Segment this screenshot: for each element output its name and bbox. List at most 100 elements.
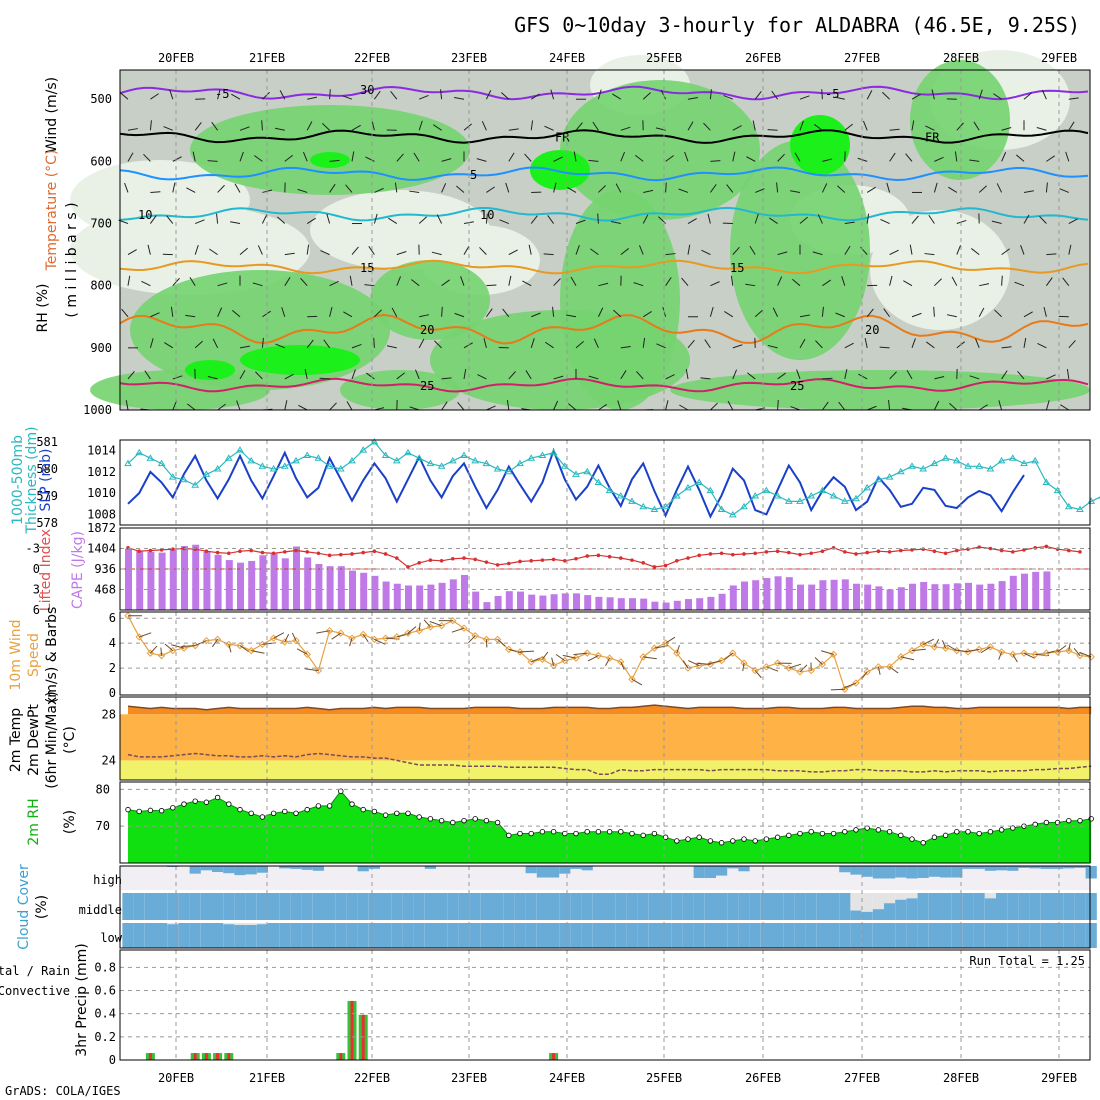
rh-shading-green — [670, 370, 1090, 410]
cloud-high-bar — [1007, 866, 1019, 871]
rh2m-point — [203, 799, 210, 805]
lifted-index-point — [675, 559, 679, 563]
cape-bar — [573, 593, 580, 610]
wind-barb — [257, 245, 263, 255]
cloud-middle-bar — [1040, 893, 1052, 920]
wind-barb — [1001, 346, 1012, 349]
cloud-middle-bar — [951, 893, 963, 920]
wind-barb — [665, 253, 676, 256]
lifted-index-point — [1044, 544, 1049, 549]
thickness-point — [336, 465, 345, 472]
cloud-low-bar — [996, 923, 1008, 948]
lifted-index-point — [787, 550, 791, 555]
cape-bar — [808, 584, 816, 610]
lifted-index-point — [630, 558, 634, 562]
wind-barb — [732, 246, 740, 255]
wind-barb — [1059, 188, 1069, 193]
rh-shading-light — [870, 210, 1010, 330]
wind-barb-10m — [742, 663, 745, 672]
wind-barb — [343, 311, 353, 318]
cloud-low-bar — [973, 923, 985, 948]
cloud-middle-bar — [760, 893, 772, 920]
thickness-point — [538, 451, 547, 458]
isotherm-label: 5 — [470, 168, 477, 182]
wind-barb — [441, 279, 450, 287]
cape-bar — [483, 602, 491, 610]
lifted-index-point — [820, 549, 825, 554]
cape-bar — [841, 579, 849, 610]
wind-barb — [329, 402, 337, 411]
wind-barb — [143, 153, 151, 162]
cape-bar — [651, 601, 659, 610]
cloud-middle-bg — [850, 893, 862, 920]
wind-barb — [704, 339, 711, 349]
cape-bar — [505, 591, 513, 610]
wind-barb — [681, 277, 689, 287]
wind-barb — [252, 282, 263, 287]
lifted-index-point — [697, 553, 701, 558]
p2-label-slp: SLP (mb) — [38, 448, 54, 511]
wind-barb — [1023, 190, 1034, 193]
wind-barb-10m — [941, 640, 947, 649]
cloud-low-bar — [1052, 923, 1064, 948]
cloud-low-bar — [637, 923, 649, 948]
cloud-middle-bar — [301, 893, 313, 920]
wind-barb — [486, 186, 495, 193]
wind-barb — [817, 214, 823, 224]
rh2m-point — [987, 829, 994, 835]
wind-barb-10m — [754, 670, 762, 679]
lifted-index-point — [921, 547, 925, 551]
thickness-point — [135, 448, 144, 456]
wind-barb — [1001, 275, 1003, 286]
cloud-low-bar — [480, 923, 492, 948]
cloud-high-bar — [368, 866, 380, 869]
cape-bar — [864, 584, 872, 610]
cloud-low-bar — [962, 923, 974, 948]
cloud-middle-bar — [402, 893, 414, 920]
thickness-point — [314, 454, 323, 461]
cloud-middle-bar — [223, 893, 235, 920]
wind-barb — [1023, 214, 1030, 224]
wind-barb — [463, 368, 467, 380]
wind-barb — [1068, 340, 1076, 349]
rh2m-point — [550, 829, 557, 835]
wind-barb — [844, 245, 851, 255]
cloud-high-bar — [223, 866, 235, 874]
wind-barb — [194, 244, 199, 255]
wind-barb — [1020, 245, 1025, 255]
thickness-point — [471, 456, 480, 464]
wind-barb — [933, 182, 938, 193]
wind-barb — [844, 369, 848, 380]
cloud-middle-bar — [290, 893, 302, 920]
cloud-low-bar — [760, 923, 772, 948]
cloud-low-bar — [872, 923, 884, 948]
wind-barb — [617, 400, 622, 411]
wind-barb — [862, 120, 868, 131]
lifted-index-point — [1011, 550, 1015, 554]
cloud-high-bar — [1018, 866, 1030, 868]
rh2m-point — [192, 798, 198, 804]
p4-label-3: (m/s) & Barbs — [44, 607, 60, 704]
date-label-bottom: 27FEB — [844, 1071, 880, 1085]
precip-conv-bar — [204, 1053, 208, 1060]
cloud-high-bar — [290, 866, 302, 869]
wind-barb — [371, 120, 375, 131]
wind-barb-10m — [251, 650, 265, 654]
wind-barb — [345, 184, 353, 193]
cloud-low-bar — [615, 923, 627, 948]
cloud-low-bar — [368, 923, 380, 948]
wind-barb — [732, 344, 743, 349]
wind-barb — [615, 183, 622, 193]
wind-barb — [1017, 370, 1025, 380]
wind-barb — [799, 120, 804, 131]
wind-barb — [1023, 311, 1033, 318]
cloud-high-bar — [996, 866, 1008, 871]
cape-bar — [1009, 575, 1017, 610]
wind-barb — [588, 159, 599, 162]
cloud-low-bar — [525, 923, 537, 948]
wind-barb — [479, 247, 487, 255]
lifted-index-point — [563, 559, 567, 563]
wind-barb — [547, 215, 555, 224]
wind-barb — [1046, 374, 1056, 380]
thickness-point — [191, 481, 200, 488]
